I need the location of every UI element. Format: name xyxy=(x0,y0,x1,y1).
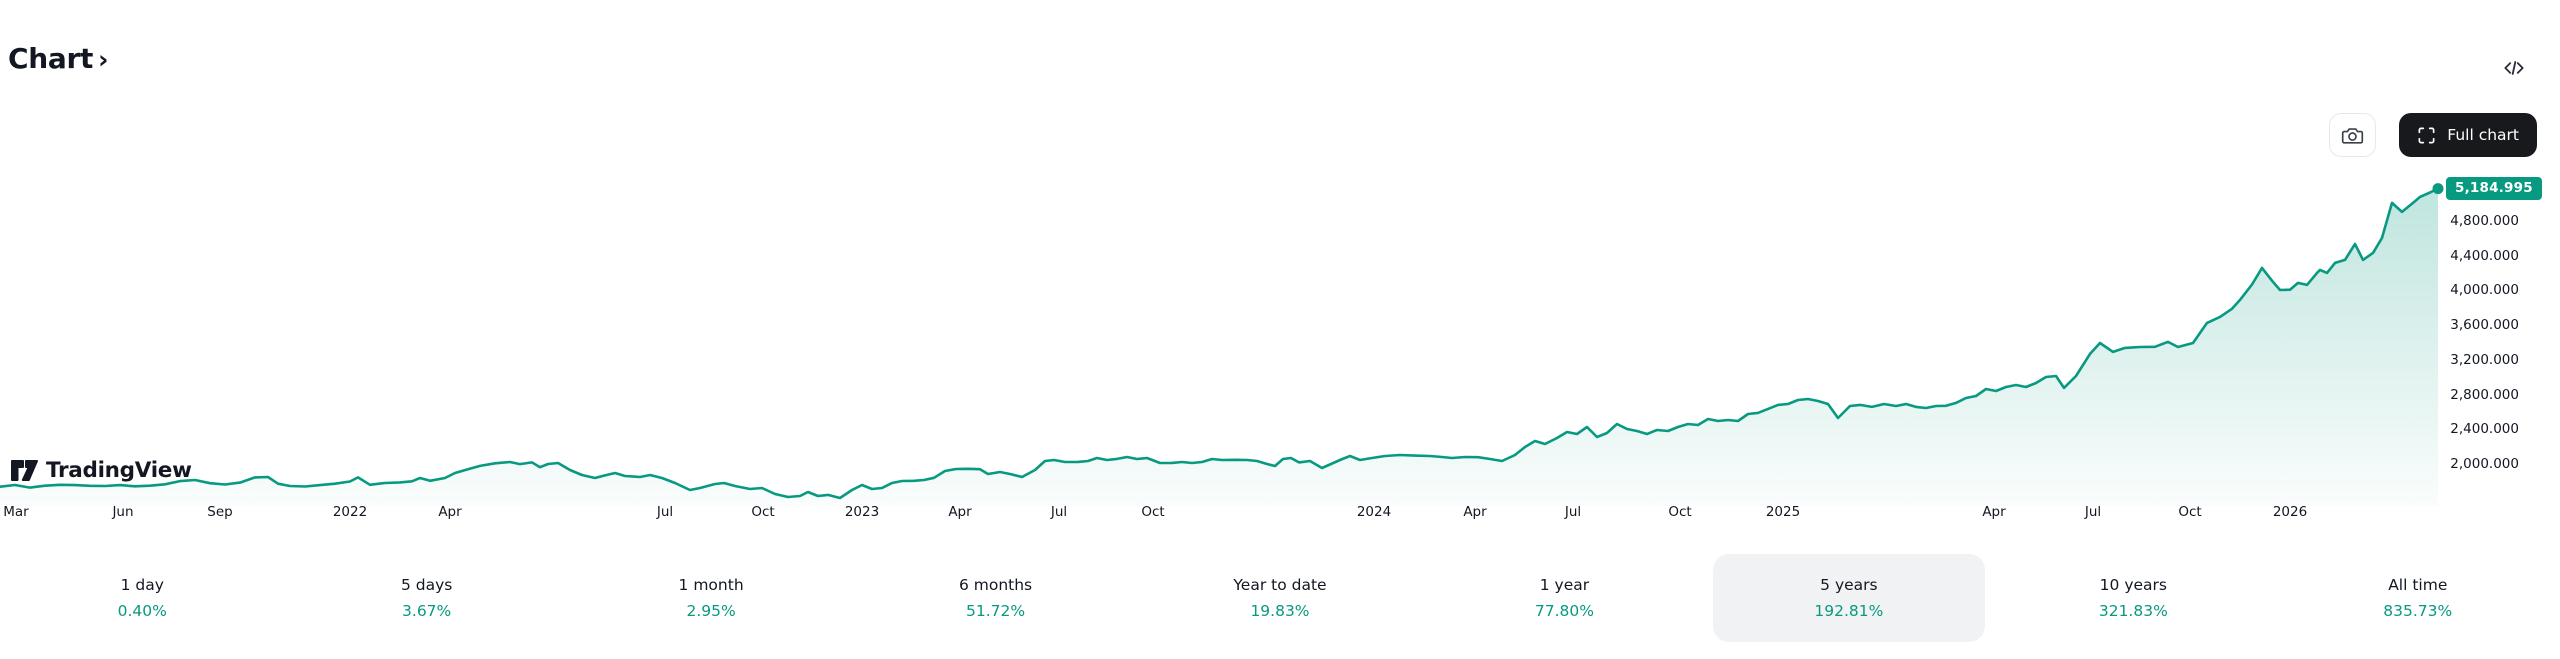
x-axis-tick: Oct xyxy=(1668,504,1692,520)
last-price-badge: 5,184.995 xyxy=(2446,177,2542,200)
period-change-value: 19.83% xyxy=(1250,602,1310,620)
x-axis-tick: Apr xyxy=(438,504,462,520)
x-axis-tick: Jun xyxy=(112,504,134,520)
x-axis-tick: 2025 xyxy=(1765,504,1801,520)
snapshot-camera-button[interactable] xyxy=(2329,113,2376,157)
period-button-year-to-date[interactable]: Year to date 19.83% xyxy=(1144,554,1416,642)
tradingview-logo-text: TradingView xyxy=(46,458,192,483)
x-axis-tick: Jul xyxy=(1564,504,1582,520)
period-label: 1 month xyxy=(678,576,744,594)
period-button-10-years[interactable]: 10 years 321.83% xyxy=(1997,554,2269,642)
x-axis-tick: 2022 xyxy=(332,504,368,520)
embed-code-button[interactable] xyxy=(2494,50,2534,86)
period-button-1-month[interactable]: 1 month 2.95% xyxy=(575,554,847,642)
camera-icon xyxy=(2341,127,2364,144)
full-chart-button[interactable]: Full chart xyxy=(2399,113,2537,157)
period-label: 1 day xyxy=(120,576,164,594)
period-label: 1 year xyxy=(1539,576,1590,594)
period-label: Year to date xyxy=(1233,576,1327,594)
chevron-right-icon: › xyxy=(98,45,109,74)
period-button-1-day[interactable]: 1 day 0.40% xyxy=(6,554,278,642)
x-axis-tick: 2026 xyxy=(2272,504,2308,520)
x-axis-tick: Jul xyxy=(1050,504,1068,520)
x-axis-tick: Apr xyxy=(1463,504,1487,520)
period-label: 5 days xyxy=(400,576,453,594)
y-axis-tick: 4,000.000 xyxy=(2450,282,2519,298)
y-axis-tick: 3,600.000 xyxy=(2450,317,2519,333)
period-selector-row: 1 day 0.40% 5 days 3.67% 1 month 2.95% 6 month… xyxy=(0,552,2560,644)
full-chart-label: Full chart xyxy=(2447,126,2519,144)
fullscreen-icon xyxy=(2418,127,2435,143)
period-change-value: 835.73% xyxy=(2383,602,2453,620)
period-label: 6 months xyxy=(958,576,1033,594)
period-button-6-months[interactable]: 6 months 51.72% xyxy=(859,554,1131,642)
period-label: 10 years xyxy=(2099,576,2167,594)
y-axis-tick: 3,200.000 xyxy=(2450,352,2519,368)
period-button-5-years[interactable]: 5 years 192.81% xyxy=(1712,554,1986,642)
x-axis-tick: Sep xyxy=(207,504,233,520)
tradingview-logo[interactable]: TradingView xyxy=(10,458,192,483)
period-change-value: 77.80% xyxy=(1534,602,1594,620)
period-change-value: 321.83% xyxy=(2098,602,2168,620)
y-axis-tick: 2,400.000 xyxy=(2450,421,2519,437)
y-axis-tick: 4,400.000 xyxy=(2450,248,2519,264)
y-axis-tick: 2,000.000 xyxy=(2450,456,2519,472)
period-label: All time xyxy=(2388,576,2448,594)
period-button-1-year[interactable]: 1 year 77.80% xyxy=(1428,554,1700,642)
code-embed-icon xyxy=(2504,61,2524,75)
x-axis-tick: 2024 xyxy=(1356,504,1392,520)
tradingview-logo-mark xyxy=(11,460,38,481)
period-change-value: 3.67% xyxy=(402,602,452,620)
period-change-value: 0.40% xyxy=(117,602,167,620)
period-change-value: 2.95% xyxy=(686,602,736,620)
page-title: Chart xyxy=(8,42,94,75)
x-axis-tick: 2023 xyxy=(844,504,880,520)
x-axis-tick: Apr xyxy=(948,504,972,520)
period-change-value: 51.72% xyxy=(965,602,1026,620)
period-label: 5 years xyxy=(1820,576,1878,594)
y-axis-tick: 4,800.000 xyxy=(2450,213,2519,229)
period-button-all-time[interactable]: All time 835.73% xyxy=(2282,554,2554,642)
x-axis-tick: Apr xyxy=(1982,504,2006,520)
period-button-5-days[interactable]: 5 days 3.67% xyxy=(290,554,562,642)
x-axis-tick: Jul xyxy=(2084,504,2102,520)
x-axis-tick: Jul xyxy=(656,504,674,520)
x-axis-tick: Mar xyxy=(3,504,29,520)
chart-plot-area[interactable] xyxy=(0,150,2444,510)
chart-section-title[interactable]: Chart › xyxy=(8,42,108,75)
x-axis-tick: Oct xyxy=(2178,504,2202,520)
x-axis-tick: Oct xyxy=(751,504,775,520)
y-axis-tick: 2,800.000 xyxy=(2450,387,2519,403)
period-change-value: 192.81% xyxy=(1814,602,1884,620)
x-axis-tick: Oct xyxy=(1141,504,1165,520)
